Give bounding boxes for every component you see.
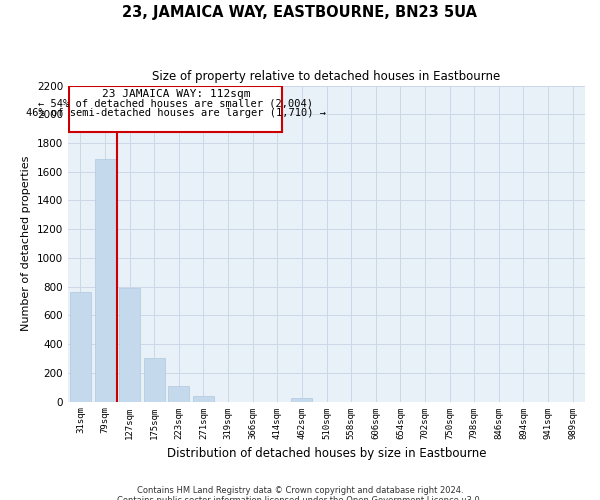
Text: Contains HM Land Registry data © Crown copyright and database right 2024.: Contains HM Land Registry data © Crown c… — [137, 486, 463, 495]
Text: Contains public sector information licensed under the Open Government Licence v3: Contains public sector information licen… — [118, 496, 482, 500]
Bar — [70, 292, 91, 402]
Bar — [193, 396, 214, 402]
FancyBboxPatch shape — [70, 86, 282, 132]
Bar — [169, 386, 190, 402]
Y-axis label: Number of detached properties: Number of detached properties — [22, 156, 31, 331]
Title: Size of property relative to detached houses in Eastbourne: Size of property relative to detached ho… — [152, 70, 500, 83]
X-axis label: Distribution of detached houses by size in Eastbourne: Distribution of detached houses by size … — [167, 447, 487, 460]
Bar — [144, 358, 165, 402]
Bar — [95, 159, 116, 402]
Text: 23 JAMAICA WAY: 112sqm: 23 JAMAICA WAY: 112sqm — [101, 89, 250, 99]
Text: ← 54% of detached houses are smaller (2,004): ← 54% of detached houses are smaller (2,… — [38, 98, 313, 108]
Text: 46% of semi-detached houses are larger (1,710) →: 46% of semi-detached houses are larger (… — [26, 108, 326, 118]
Text: 23, JAMAICA WAY, EASTBOURNE, BN23 5UA: 23, JAMAICA WAY, EASTBOURNE, BN23 5UA — [122, 5, 478, 20]
Bar — [119, 288, 140, 402]
Bar — [292, 398, 313, 402]
